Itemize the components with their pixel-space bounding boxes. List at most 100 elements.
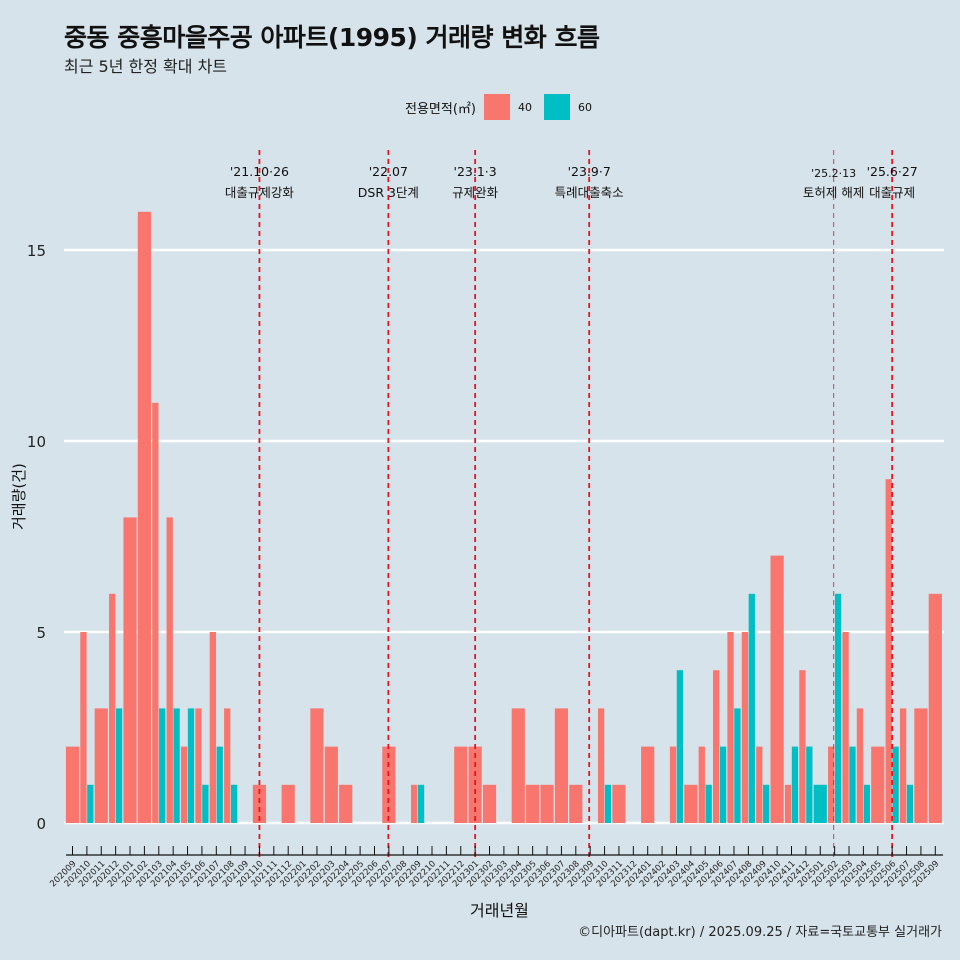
bar-40-202506	[885, 479, 892, 823]
bar-40-202010	[80, 632, 87, 823]
x-axis: 2020092020102020112020122021012021022021…	[48, 846, 943, 889]
y-tick-label: 10	[27, 433, 46, 451]
chart-subtitle: 최근 5년 한정 확대 차트	[64, 57, 228, 76]
bar-60-202105	[187, 708, 195, 823]
bar-60-202407	[734, 708, 741, 823]
bar-60-202504	[863, 784, 870, 823]
bar-60-202506	[892, 746, 899, 823]
bar-60-202501	[813, 784, 827, 823]
bar-40-202508	[914, 708, 928, 823]
bar-40-202110	[252, 784, 267, 823]
legend-swatch-60	[543, 94, 570, 120]
event-date: '22.07	[369, 164, 408, 179]
bar-40-202412	[799, 670, 806, 823]
bar-60-202405	[705, 784, 712, 823]
bar-40-202104	[166, 517, 173, 823]
bar-40-202507	[899, 708, 907, 823]
bar-40-202409	[756, 746, 763, 823]
bar-40-202304	[511, 708, 525, 823]
legend-label-40: 40	[517, 100, 532, 114]
event-date: '25.6·27	[867, 164, 918, 179]
bar-40-202102	[137, 211, 151, 824]
bar-40-202209	[411, 784, 418, 823]
bar-40-202306	[540, 784, 554, 823]
bar-40-202106	[195, 708, 202, 823]
event-lines: '21.10·26 대출규제강화 '22.07 DSR 3단계 '23.1·3 규제완화 '…	[225, 150, 918, 858]
legend-title: 전용면적(㎡)	[405, 101, 476, 117]
bar-60-202107	[216, 746, 223, 823]
bar-40-202403	[669, 746, 677, 823]
bar-60-202108	[230, 784, 238, 823]
chart-title: 중동 중흥마을주공 아파트(1995) 거래량 변화 흐름	[64, 23, 600, 52]
bar-60-202503	[849, 746, 856, 823]
event-label: 대출규제	[869, 185, 915, 200]
bar-60-202406	[719, 746, 727, 823]
bar-40-202204	[339, 784, 353, 823]
bar-40-202311	[612, 784, 626, 823]
bar-40-202405	[698, 746, 705, 823]
bar-40-202103	[152, 402, 159, 823]
bar-40-202212	[454, 746, 468, 823]
bar-60-202209	[417, 784, 425, 823]
bar-40-202502	[828, 746, 835, 823]
bar-40-202302	[482, 784, 497, 823]
y-tick-label: 15	[27, 242, 46, 260]
event-date: '23.1·3	[454, 164, 497, 179]
bar-60-202409	[763, 784, 770, 823]
bar-60-202412	[806, 746, 813, 823]
event-date: '23.9·7	[568, 164, 611, 179]
y-axis-ticks: 0 5 10 15	[27, 242, 46, 833]
bar-40-202401	[641, 746, 655, 823]
y-tick-label: 5	[36, 624, 46, 642]
legend-label-60: 60	[577, 100, 592, 114]
bar-40-202504	[856, 708, 864, 823]
bar-60-202411	[791, 746, 799, 823]
x-axis-label: 거래년월	[470, 901, 529, 920]
bar-40-202108	[224, 708, 231, 823]
bars	[65, 211, 942, 824]
bar-40-202012	[109, 593, 116, 823]
bar-40-202105	[180, 746, 188, 823]
y-tick-label: 0	[36, 815, 46, 833]
bar-60-202012	[115, 708, 123, 823]
bar-40-202307	[554, 708, 569, 823]
bar-40-202407	[727, 632, 734, 823]
bar-60-202403	[676, 670, 684, 823]
bar-40-202112	[281, 784, 295, 823]
event-label: 토허제 해제	[803, 185, 864, 200]
event-label: 대출규제강화	[225, 185, 295, 200]
source-caption: ©디아파트(dapt.kr) / 2025.09.25 / 자료=국토교통부 실…	[578, 925, 942, 940]
bar-40-202411	[784, 784, 792, 823]
bar-40-202011	[94, 708, 108, 823]
bar-40-202101	[123, 517, 137, 823]
bar-40-202305	[526, 784, 540, 823]
event-date: '25.2·13	[811, 167, 856, 180]
event-label: 특례대출축소	[555, 185, 624, 200]
bar-40-202406	[713, 670, 720, 823]
bar-60-202408	[748, 593, 755, 823]
event-date: '21.10·26	[230, 164, 289, 179]
y-axis-label: 거래량(건)	[10, 463, 28, 530]
bar-60-202502	[834, 593, 842, 823]
bar-40-202310	[597, 708, 605, 823]
event-label: DSR 3단계	[358, 185, 419, 200]
bar-60-202507	[906, 784, 914, 823]
bar-60-202103	[159, 708, 166, 823]
bar-40-202503	[842, 632, 849, 823]
legend: 전용면적(㎡) 40 60	[405, 94, 604, 120]
legend-swatch-40	[483, 94, 510, 120]
bar-40-202107	[209, 632, 216, 823]
event-label: 규제완화	[452, 185, 499, 200]
bar-60-202104	[173, 708, 180, 823]
bar-60-202010	[87, 784, 94, 823]
bar-60-202310	[604, 784, 612, 823]
bar-60-202106	[202, 784, 209, 823]
bar-40-202308	[569, 784, 583, 823]
bar-40-202509	[928, 593, 942, 823]
bar-40-202009	[65, 746, 80, 823]
bar-40-202408	[741, 632, 749, 823]
bar-40-202404	[684, 784, 698, 823]
bar-40-202203	[324, 746, 338, 823]
bar-40-202505	[871, 746, 885, 823]
